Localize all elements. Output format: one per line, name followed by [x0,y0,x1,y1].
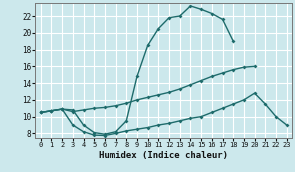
X-axis label: Humidex (Indice chaleur): Humidex (Indice chaleur) [99,150,228,160]
